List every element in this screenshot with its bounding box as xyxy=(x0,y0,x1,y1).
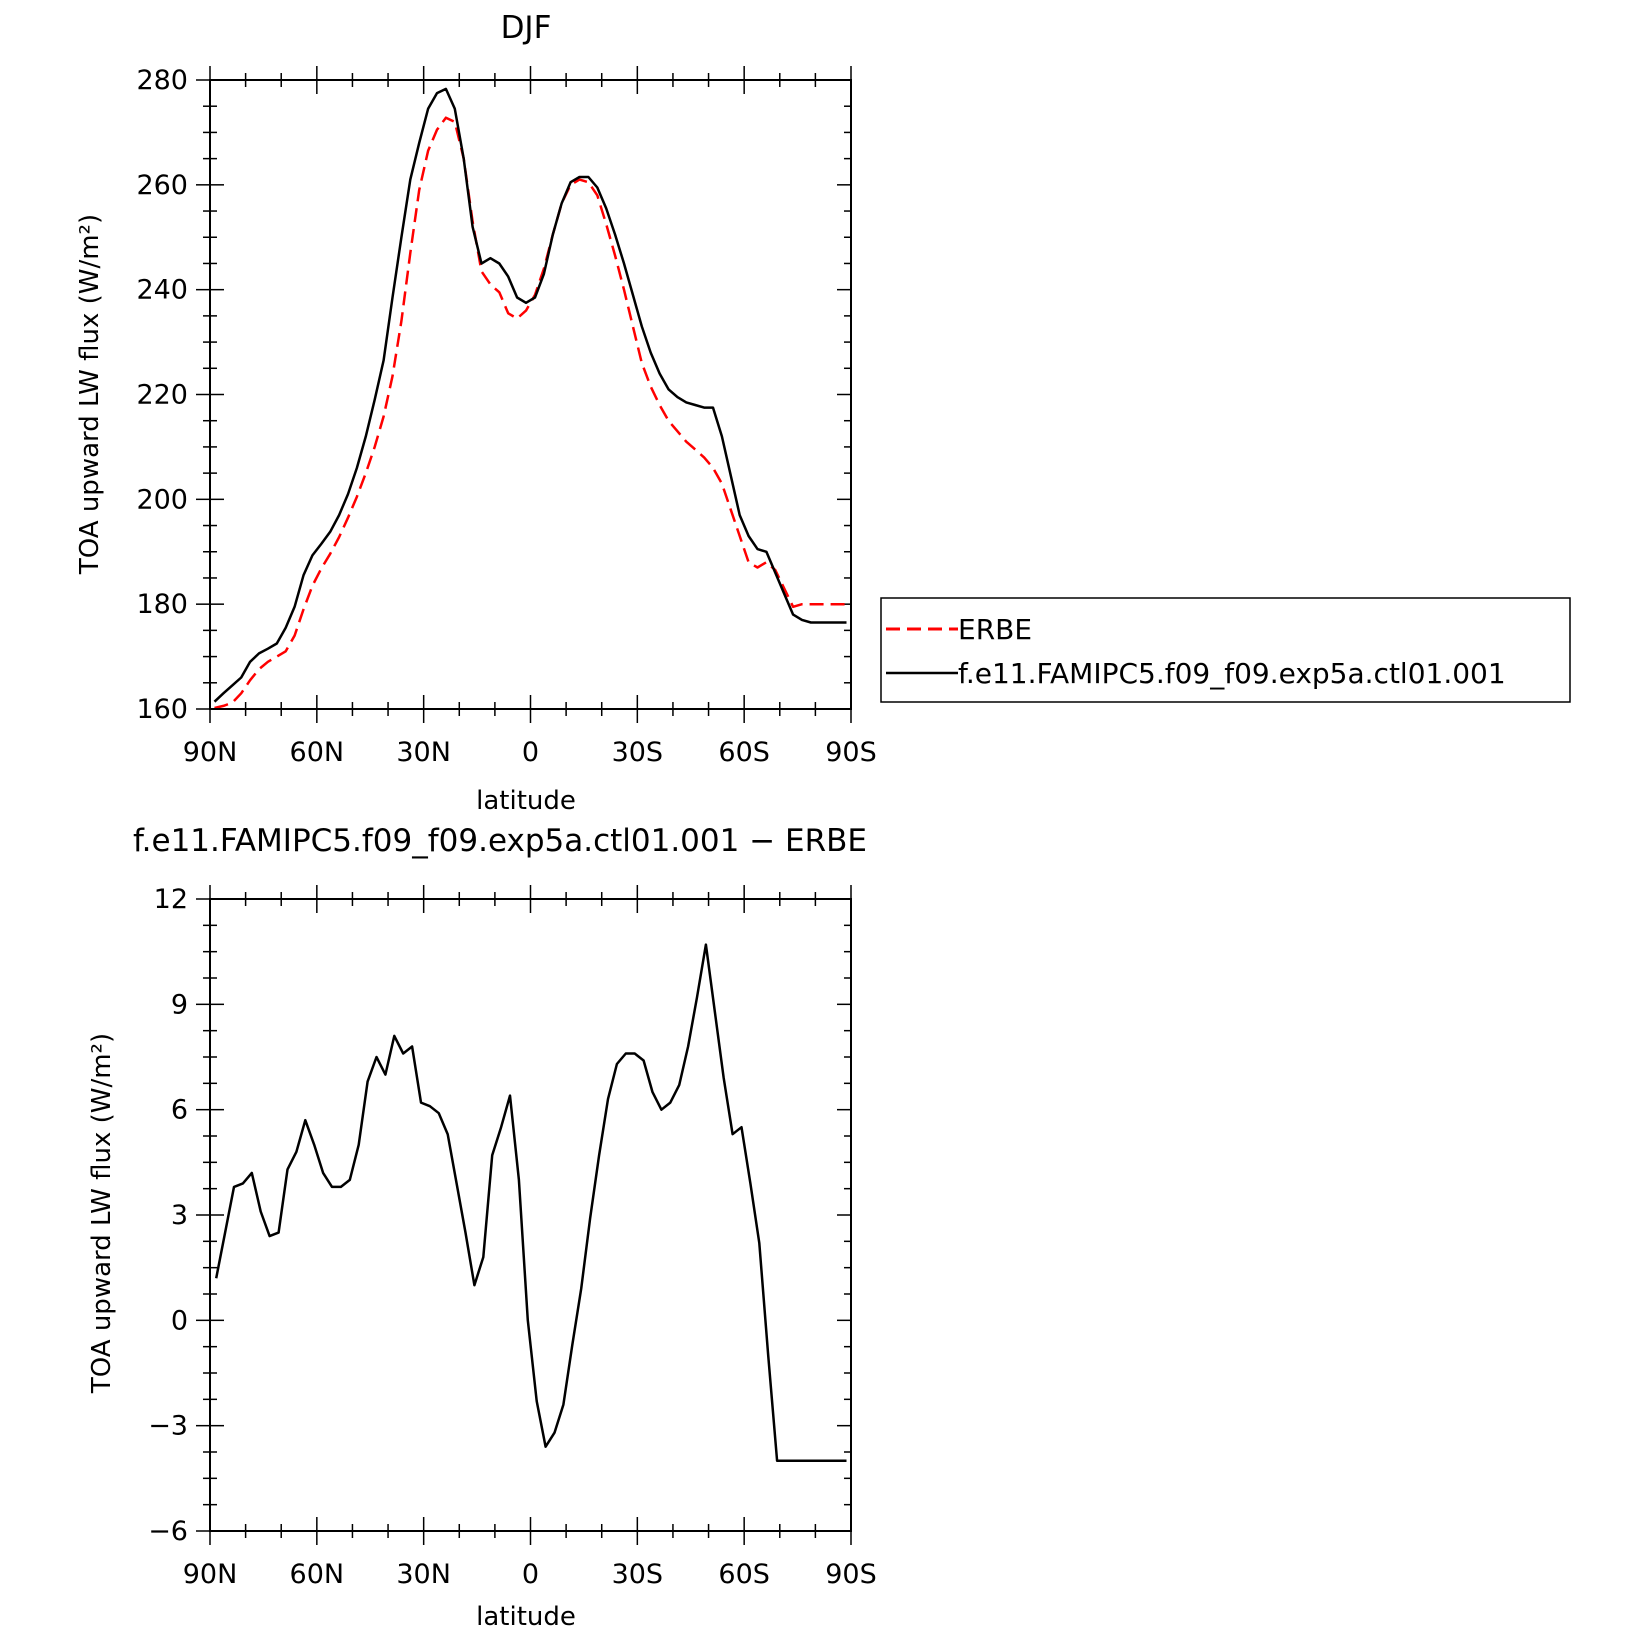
top-chart-title: DJF xyxy=(501,10,552,46)
top-xtick-label: 60N xyxy=(290,737,345,768)
bottom-ytick-label: 3 xyxy=(171,1200,188,1231)
top-ytick-label: 160 xyxy=(136,694,188,725)
legend-entry-model: f.e11.FAMIPC5.f09_f09.exp5a.ctl01.001 xyxy=(958,657,1506,690)
top-xtick-label: 0 xyxy=(522,737,539,768)
top-ytick-label: 200 xyxy=(136,484,188,515)
top-chart: DJF 160 180 200 220 240 260 280 90N 60N 30N 0 30S 60… xyxy=(75,10,1571,816)
top-ytick-label: 220 xyxy=(136,380,188,411)
bottom-chart-frame xyxy=(209,898,852,1532)
bottom-xtick-label: 90N xyxy=(183,1559,238,1590)
top-chart-ylabel: TOA upward LW flux (W/m²) xyxy=(75,214,105,575)
bottom-xtick-label: 60N xyxy=(290,1559,345,1590)
bottom-series-line-0 xyxy=(214,943,847,1463)
bottom-ytick-label: 9 xyxy=(171,989,188,1020)
top-chart-ticks: 160 180 200 220 240 260 280 90N 60N 30N 0 30S 60S 90S xyxy=(136,65,876,768)
top-xtick-label: 90N xyxy=(183,737,238,768)
bottom-chart-series xyxy=(214,943,847,1463)
bottom-ytick-label: 0 xyxy=(171,1305,188,1336)
bottom-chart-title: f.e11.FAMIPC5.f09_f09.exp5a.ctl01.001 − … xyxy=(133,823,867,859)
bottom-ytick-label: 6 xyxy=(171,1095,188,1126)
bottom-chart-xlabel: latitude xyxy=(476,1602,576,1630)
top-chart-frame xyxy=(209,79,852,710)
bottom-xtick-label: 30N xyxy=(396,1559,451,1590)
top-xtick-label: 30N xyxy=(396,737,451,768)
bottom-ytick-label: −3 xyxy=(148,1411,188,1442)
top-chart-series xyxy=(213,87,847,710)
bottom-xtick-label: 60S xyxy=(718,1559,770,1590)
top-ytick-label: 280 xyxy=(136,65,188,96)
top-ytick-label: 180 xyxy=(136,589,188,620)
top-xtick-label: 90S xyxy=(825,737,877,768)
top-series-line-1 xyxy=(213,87,847,703)
top-ytick-label: 240 xyxy=(136,275,188,306)
top-chart-xlabel: latitude xyxy=(476,786,576,816)
bottom-xtick-label: 0 xyxy=(522,1559,539,1590)
bottom-ytick-label: −6 xyxy=(148,1516,188,1547)
bottom-ytick-label: 12 xyxy=(154,884,188,915)
top-xtick-label: 30S xyxy=(612,737,664,768)
top-chart-legend: ERBE f.e11.FAMIPC5.f09_f09.exp5a.ctl01.0… xyxy=(880,597,1571,703)
top-xtick-label: 60S xyxy=(718,737,770,768)
bottom-chart: f.e11.FAMIPC5.f09_f09.exp5a.ctl01.001 − … xyxy=(87,823,877,1630)
bottom-chart-ticks: −6 −3 0 3 6 9 12 90N 60N 30N 0 30S 60S 90S xyxy=(148,884,877,1590)
legend-entry-erbe: ERBE xyxy=(958,613,1032,646)
bottom-xtick-label: 30S xyxy=(612,1559,664,1590)
top-ytick-label: 260 xyxy=(136,170,188,201)
top-series-line-0 xyxy=(214,116,847,710)
bottom-xtick-label: 90S xyxy=(825,1559,877,1590)
legend-box xyxy=(880,597,1571,703)
bottom-chart-ylabel: TOA upward LW flux (W/m²) xyxy=(87,1033,117,1394)
